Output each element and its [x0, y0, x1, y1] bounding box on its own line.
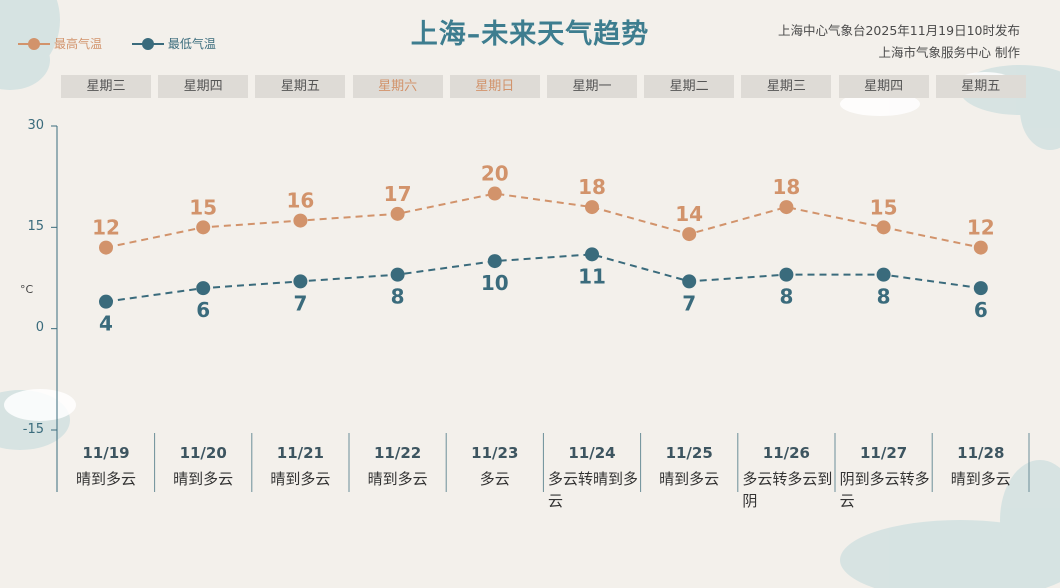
- producer: 上海市气象服务中心 制作: [878, 45, 1020, 60]
- date-label: 11/28: [957, 444, 1005, 462]
- high-temp-label: 18: [772, 175, 800, 199]
- weekday-label: 星期四: [838, 75, 929, 98]
- weekday-label: 星期一: [547, 75, 637, 98]
- low-temp-point: [585, 247, 599, 262]
- high-temp-point: [779, 200, 794, 215]
- high-temp-label: 18: [578, 175, 606, 199]
- low-temp-point: [196, 281, 211, 296]
- y-tick-label: 0: [35, 320, 44, 335]
- date-label: 11/20: [179, 444, 227, 462]
- low-temp-label: 4: [99, 312, 113, 336]
- weather-description: 多云: [479, 470, 510, 488]
- weekday-label: 星期三: [61, 75, 151, 98]
- date-label: 11/21: [276, 444, 324, 462]
- weekday-label: 星期五: [935, 75, 1026, 98]
- high-temp-point: [973, 240, 988, 255]
- high-temp-label: 12: [967, 216, 995, 240]
- weather-description: 晴到多云: [75, 470, 136, 488]
- low-temp-point: [876, 267, 891, 282]
- weather-description: 晴到多云: [173, 470, 234, 488]
- high-temp-point: [99, 240, 113, 255]
- low-temp-label: 8: [391, 285, 405, 309]
- date-label: 11/27: [859, 444, 908, 462]
- high-temp-label: 16: [286, 189, 314, 213]
- low-temp-point: [293, 274, 308, 289]
- weather-description: 晴到多云: [659, 470, 720, 488]
- high-temp-point: [196, 220, 211, 235]
- high-temp-label: 15: [189, 195, 217, 219]
- legend-low: 最低气温: [131, 35, 216, 52]
- date-label: 11/23: [471, 444, 519, 462]
- date-label: 11/26: [762, 444, 810, 462]
- page-title: 上海–未来天气趋势: [410, 19, 650, 50]
- y-tick-label: -15: [22, 422, 44, 437]
- y-axis-unit: °C: [20, 283, 34, 296]
- y-tick-label: 30: [27, 118, 44, 133]
- high-temp-point: [876, 220, 891, 235]
- high-temp-label: 17: [384, 182, 412, 206]
- high-temp-point: [682, 227, 697, 242]
- legend-high-label: 最高气温: [54, 37, 103, 51]
- low-temp-point: [390, 267, 405, 282]
- high-temp-point: [390, 206, 405, 221]
- low-temp-label: 8: [779, 285, 793, 309]
- high-temp-label: 15: [870, 195, 898, 219]
- low-temp-label: 6: [196, 298, 210, 322]
- low-temp-label: 8: [877, 285, 891, 309]
- weekday-label: 星期三: [741, 75, 832, 98]
- date-label: 11/25: [665, 444, 713, 462]
- date-label: 11/22: [373, 444, 422, 462]
- high-line-marker-icon: [18, 37, 50, 50]
- date-label: 11/24: [568, 444, 616, 462]
- weather-description: 多云转晴到多云: [548, 470, 639, 510]
- weekday-label: 星期日: [449, 75, 540, 98]
- low-temp-line: [105, 253, 981, 303]
- high-temp-point: [293, 213, 308, 228]
- issue-time: 上海中心气象台2025年11月19日10时发布: [777, 23, 1020, 38]
- date-label: 11/19: [82, 444, 130, 462]
- weekday-label: 星期六: [352, 75, 443, 98]
- y-tick-label: 15: [27, 219, 44, 234]
- low-line-marker-icon: [131, 37, 164, 50]
- low-temp-label: 7: [293, 291, 307, 315]
- high-temp-label: 14: [675, 202, 703, 226]
- high-temp-label: 20: [481, 162, 509, 186]
- weather-description: 多云转多云到阴: [742, 470, 833, 510]
- weather-description: 晴到多云: [950, 470, 1011, 488]
- weather-description: 阴到多云转多云: [839, 470, 930, 510]
- weather-description: 晴到多云: [270, 470, 331, 488]
- weekday-label: 星期四: [158, 75, 249, 98]
- low-temp-label: 10: [481, 271, 509, 295]
- weekday-label: 星期二: [644, 75, 735, 98]
- weather-description: 晴到多云: [367, 470, 428, 488]
- high-temp-line: [105, 192, 982, 249]
- high-temp-label: 12: [92, 216, 120, 240]
- low-temp-point: [99, 294, 113, 309]
- issuer-info: 上海中心气象台2025年11月19日10时发布 上海市气象服务中心 制作: [778, 20, 1020, 64]
- low-temp-label: 6: [974, 298, 988, 322]
- low-temp-point: [682, 274, 697, 289]
- weekday-label: 星期五: [255, 75, 346, 98]
- low-temp-point: [779, 267, 794, 282]
- legend-low-label: 最低气温: [167, 37, 216, 51]
- low-temp-point: [487, 254, 502, 269]
- low-temp-label: 7: [682, 291, 696, 315]
- legend-high: 最高气温: [18, 35, 102, 52]
- chart-legend: 最高气温 最低气温: [18, 35, 242, 53]
- low-temp-point: [973, 281, 988, 296]
- low-temp-label: 11: [578, 264, 606, 288]
- high-temp-point: [585, 200, 599, 215]
- high-temp-point: [487, 186, 502, 201]
